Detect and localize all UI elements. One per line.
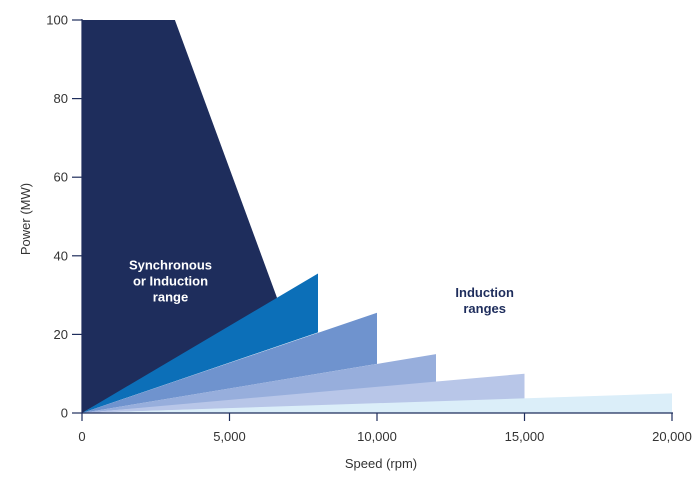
x-tick-label: 15,000 bbox=[505, 429, 545, 444]
annotation-induction-line-1: Induction bbox=[455, 285, 514, 300]
synchronous-region bbox=[82, 20, 279, 413]
x-axis-title: Speed (rpm) bbox=[345, 456, 417, 471]
axes-layer: 0 20 40 60 80 100 0 5,000 10,000 15,000 20,000 bbox=[46, 13, 692, 445]
y-axis-title: Power (MW) bbox=[18, 183, 33, 255]
x-tick-label: 10,000 bbox=[357, 429, 397, 444]
y-tick-label: 100 bbox=[46, 13, 68, 28]
y-tick-label: 20 bbox=[54, 327, 68, 342]
y-tick-label: 60 bbox=[54, 170, 68, 185]
annotation-sync-line-3: range bbox=[153, 290, 188, 305]
annotation-sync-line-2: or Induction bbox=[133, 274, 208, 289]
regions-layer bbox=[82, 20, 672, 413]
induction-region-5 bbox=[82, 393, 672, 413]
y-tick-label: 40 bbox=[54, 248, 68, 263]
x-tick-label: 20,000 bbox=[652, 429, 692, 444]
induction-region-4 bbox=[82, 373, 525, 413]
annotation-induction-line-2: ranges bbox=[463, 301, 506, 316]
induction-region-3 bbox=[82, 354, 436, 413]
y-tick-label: 0 bbox=[61, 406, 68, 421]
y-tick-label: 80 bbox=[54, 91, 68, 106]
x-tick-label: 5,000 bbox=[213, 429, 246, 444]
induction-region-1 bbox=[82, 273, 318, 413]
annotation-sync-line-1: Synchronous bbox=[129, 258, 212, 273]
induction-region-2 bbox=[82, 312, 377, 413]
x-tick-label: 0 bbox=[78, 429, 85, 444]
